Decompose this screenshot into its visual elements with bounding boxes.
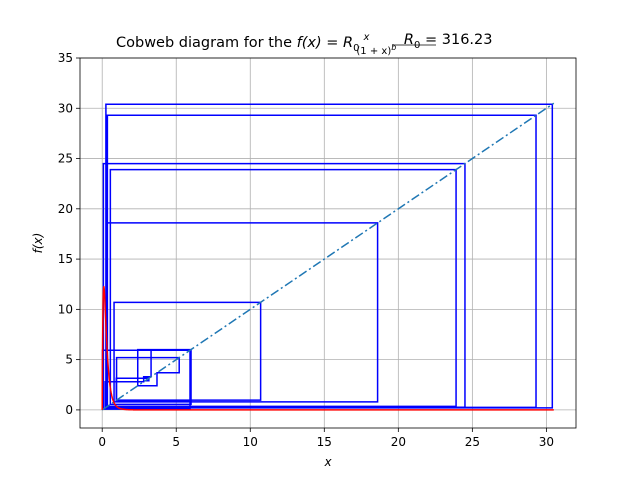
- chart-title: Cobweb diagram for the f(x) = R0x (1 + x)…: [116, 32, 492, 57]
- identity-line: [101, 102, 555, 411]
- y-tick-label: 10: [58, 302, 73, 316]
- x-tick-label: 10: [243, 435, 258, 449]
- x-tick-label: 0: [98, 435, 106, 449]
- title-prefix: Cobweb diagram for the: [116, 35, 297, 51]
- x-tick-label: 5: [172, 435, 180, 449]
- function-curve: [101, 285, 554, 411]
- title-fraction-numerator: x: [362, 32, 369, 43]
- x-tick-label: 25: [465, 435, 480, 449]
- series-layer: [101, 102, 555, 411]
- title-formula: f(x) = R: [297, 35, 353, 51]
- title-fraction-exponent: b: [391, 43, 396, 52]
- y-tick-label: 0: [65, 403, 73, 417]
- title-param-value: = 316.23: [420, 32, 492, 48]
- x-tick-label: 20: [391, 435, 406, 449]
- x-tick-label: 15: [317, 435, 332, 449]
- x-axis-label: x: [323, 455, 332, 469]
- x-axis: 0 5 10 15 20 25 30: [98, 428, 554, 449]
- title-fraction-denominator: (1 + x): [356, 46, 391, 57]
- y-tick-label: 20: [58, 202, 73, 216]
- y-tick-label: 35: [58, 51, 73, 65]
- y-tick-label: 30: [58, 101, 73, 115]
- plot-frame: [79, 57, 577, 429]
- title-formula-subscript: 0: [353, 43, 359, 54]
- y-axis: 0 5 10 15 20 25 30 35: [58, 51, 80, 417]
- title-param-subscript: 0: [414, 40, 420, 51]
- x-tick-label: 30: [539, 435, 554, 449]
- y-axis-label: f(x): [31, 233, 45, 254]
- y-tick-label: 5: [65, 353, 73, 367]
- plot-area-background: [80, 58, 576, 428]
- y-tick-label: 15: [58, 252, 73, 266]
- title-param: R: [399, 32, 414, 48]
- y-tick-label: 25: [58, 152, 73, 166]
